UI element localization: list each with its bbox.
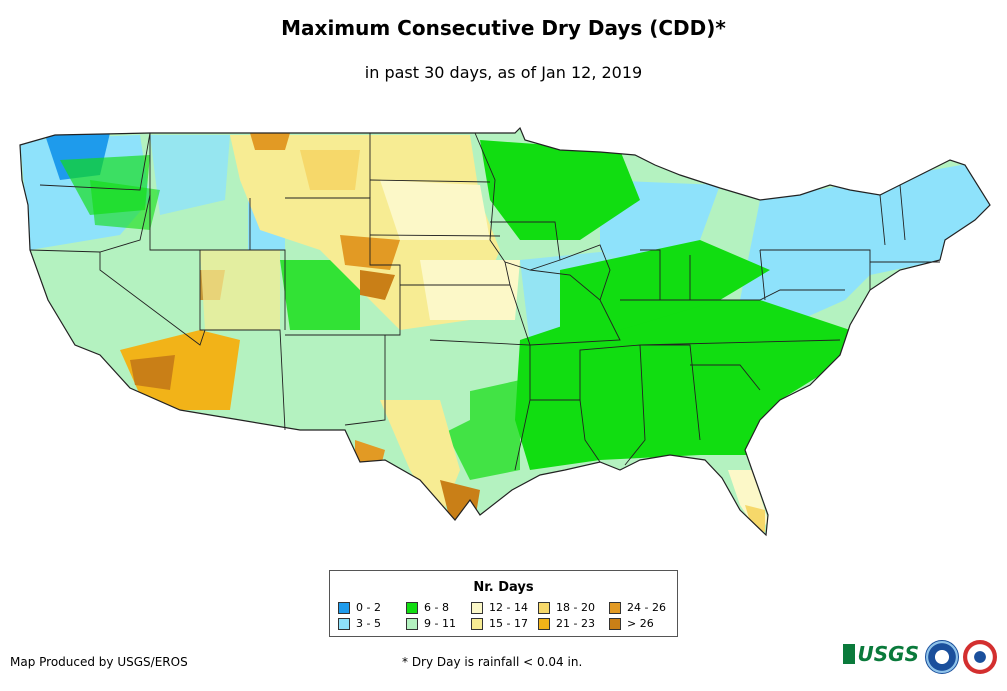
noaa-logo-icon — [925, 640, 959, 674]
state-boundaries — [19, 126, 991, 537]
credit-text: Map Produced by USGS/EROS — [10, 655, 188, 669]
legend-swatch — [538, 601, 550, 614]
usgs-logo-text: USGS — [857, 642, 919, 666]
legend-label: 3 - 5 — [356, 617, 381, 630]
legend-swatch — [406, 601, 418, 614]
legend-swatch — [471, 617, 483, 630]
legend-item: 9 - 11 — [406, 617, 456, 630]
legend: Nr. Days 0 - 2 3 - 5 6 - 8 9 - 11 12 - 14 15 … — [329, 570, 678, 637]
cdd-shading — [20, 128, 990, 535]
legend-swatch — [471, 601, 483, 614]
legend-swatch — [609, 617, 621, 630]
legend-swatch — [406, 617, 418, 630]
legend-item: 18 - 20 — [538, 601, 595, 614]
legend-label: 21 - 23 — [556, 617, 595, 630]
legend-label: 15 - 17 — [489, 617, 528, 630]
legend-swatch — [338, 601, 350, 614]
map-title: Maximum Consecutive Dry Days (CDD)* — [281, 16, 726, 40]
nws-logo-icon — [963, 640, 997, 674]
legend-item: 12 - 14 — [471, 601, 528, 614]
legend-title: Nr. Days — [473, 580, 534, 595]
legend-item: > 26 — [609, 617, 654, 630]
legend-item: 3 - 5 — [338, 617, 381, 630]
legend-item: 0 - 2 — [338, 601, 381, 614]
legend-swatch — [609, 601, 621, 614]
legend-item: 21 - 23 — [538, 617, 595, 630]
legend-label: 18 - 20 — [556, 601, 595, 614]
legend-item: 6 - 8 — [406, 601, 449, 614]
legend-label: > 26 — [627, 617, 654, 630]
legend-label: 6 - 8 — [424, 601, 449, 614]
legend-swatch — [538, 617, 550, 630]
cdd-map — [19, 126, 991, 537]
footnote-text: * Dry Day is rainfall < 0.04 in. — [402, 655, 583, 669]
legend-label: 9 - 11 — [424, 617, 456, 630]
map-subtitle: in past 30 days, as of Jan 12, 2019 — [364, 63, 643, 82]
legend-item: 24 - 26 — [609, 601, 666, 614]
legend-label: 24 - 26 — [627, 601, 666, 614]
usgs-mark-icon — [843, 644, 855, 664]
legend-label: 0 - 2 — [356, 601, 381, 614]
legend-item: 15 - 17 — [471, 617, 528, 630]
legend-swatch — [338, 617, 350, 630]
legend-label: 12 - 14 — [489, 601, 528, 614]
usgs-logo-icon: USGS — [843, 640, 919, 668]
